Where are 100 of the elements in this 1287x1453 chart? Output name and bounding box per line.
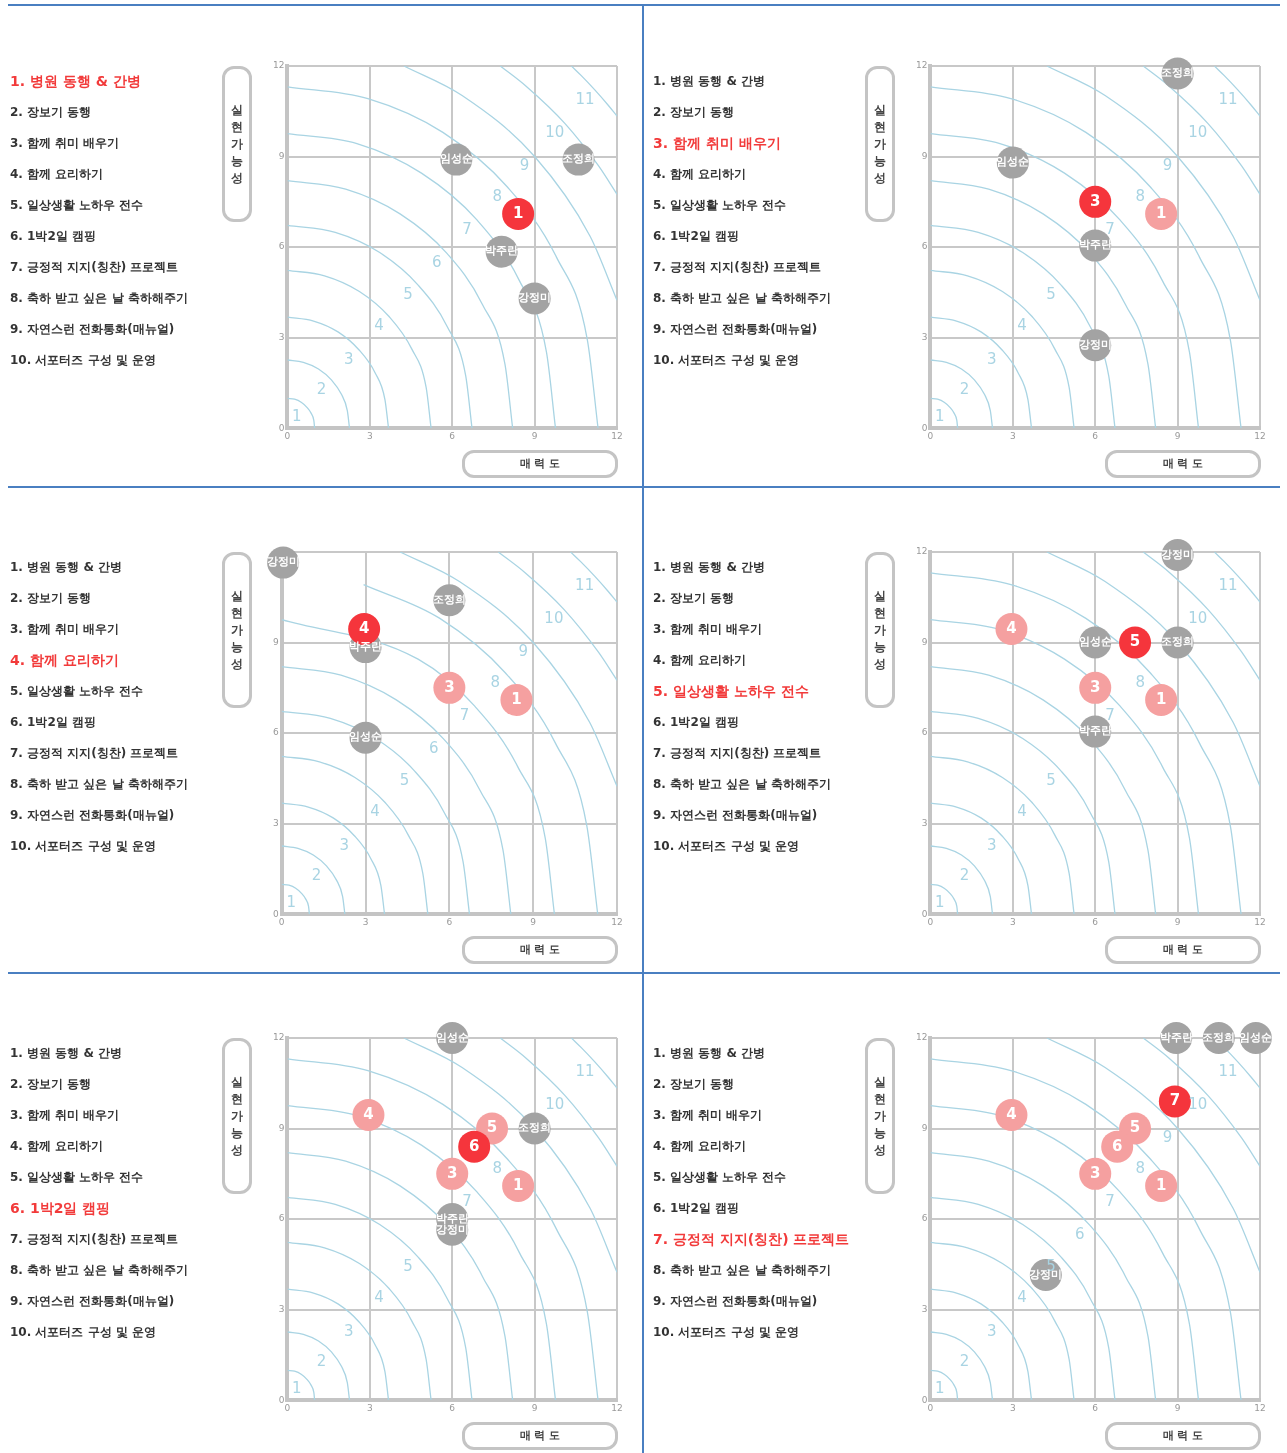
point <box>500 683 533 716</box>
annotation: 임성순 <box>1078 635 1112 649</box>
annotation: 박주란 <box>1078 238 1112 252</box>
text: 1. 병원 동행 & 간병 <box>10 72 142 91</box>
annotation: 박주란 <box>1078 724 1112 738</box>
y-tick-label: 6 <box>921 1213 928 1224</box>
series-label: 7 <box>462 219 472 238</box>
text: 10. 서포터즈 구성 및 운영 <box>653 838 800 855</box>
text: 5. 일상생활 노하우 전수 <box>653 1169 788 1186</box>
x-tick-label: 6 <box>446 916 453 927</box>
annotation: 5 <box>486 1118 498 1137</box>
x-tick-label: 9 <box>1174 1402 1181 1413</box>
series-label: 9 <box>1162 156 1173 175</box>
annotation: 1 <box>512 203 524 222</box>
line-series <box>281 666 512 915</box>
text: 2. 장보기 동행 <box>653 590 736 607</box>
x-tick-label: 3 <box>362 916 369 927</box>
line-series <box>930 572 1242 915</box>
text: 6. 1박2일 캠핑 <box>10 228 97 245</box>
series-label: 10 <box>1188 609 1208 628</box>
annotation: 강정미 <box>518 291 552 305</box>
annotation: 3 <box>1090 677 1101 696</box>
x-axis-title: 매 력 도 <box>462 1422 618 1450</box>
y-tick-label: 12 <box>916 1032 928 1043</box>
annotation: 임성순 <box>1239 1030 1273 1044</box>
series-label: 2 <box>959 865 970 884</box>
text: 4. 함께 요리하기 <box>10 1138 105 1155</box>
line-series <box>499 66 617 195</box>
line-series <box>930 1288 1033 1401</box>
line-series <box>930 269 1075 429</box>
series-label: 8 <box>1135 186 1145 205</box>
series-label: 11 <box>1218 576 1238 595</box>
series-label: 2 <box>316 379 327 398</box>
y-axis-title: 실현가능성 <box>230 1073 244 1159</box>
text: 9. 자연스런 전화통화(매뉴얼) <box>10 807 176 824</box>
line-series <box>569 552 617 603</box>
y-tick-label: 3 <box>921 817 928 828</box>
annotation: 박주란 <box>1159 1030 1193 1044</box>
line-series <box>930 1152 1157 1401</box>
line-series <box>930 86 1242 429</box>
text: 4. 함께 요리하기 <box>10 166 105 183</box>
series-label: 4 <box>1017 1288 1027 1307</box>
y-axis-title: 실현가능성 <box>873 1073 887 1159</box>
line-series <box>930 1241 1075 1401</box>
line-series <box>281 883 311 915</box>
series-label: 11 <box>1218 1062 1238 1081</box>
series-label: 5 <box>403 284 413 303</box>
series-label: 10 <box>1188 123 1208 142</box>
x-tick-label: 9 <box>1174 430 1181 441</box>
series-label: 2 <box>959 1351 970 1370</box>
annotation: 박주란 <box>349 639 383 653</box>
text: 3. 함께 취미 배우기 <box>10 1107 121 1124</box>
series-label: 10 <box>545 123 565 142</box>
annotation: 임성순 <box>349 730 383 744</box>
line-series <box>287 1058 599 1401</box>
x-axis-title: 매 력 도 <box>462 936 618 964</box>
series-label: 4 <box>1017 316 1027 335</box>
point <box>1079 1157 1112 1190</box>
text: 3. 함께 취미 배우기 <box>653 134 782 153</box>
annotation: 조정희 <box>518 1121 552 1135</box>
text: 6. 1박2일 캠핑 <box>10 1199 112 1218</box>
y-tick-label: 3 <box>278 331 285 342</box>
text: 9. 자연스런 전화통화(매뉴얼) <box>10 1293 176 1310</box>
x-tick-label: 6 <box>449 430 456 441</box>
y-tick-label: 9 <box>278 1122 285 1133</box>
text: 5. 일상생활 노하우 전수 <box>10 1169 145 1186</box>
line-series <box>287 316 390 429</box>
text: 2. 장보기 동행 <box>10 104 93 121</box>
text: 7. 긍정적 지지(칭찬) 프로젝트 <box>10 745 180 762</box>
text: 8. 축하 받고 싶은 날 축하해주기 <box>10 776 189 793</box>
series-label: 1 <box>934 406 945 425</box>
y-tick-label: 6 <box>272 727 279 738</box>
line-series <box>930 397 959 429</box>
line-series <box>287 1288 390 1401</box>
series-label: 10 <box>545 1095 565 1114</box>
text: 4. 함께 요리하기 <box>653 652 748 669</box>
series-label: 8 <box>490 672 501 691</box>
y-tick-label: 0 <box>272 908 279 919</box>
text: 10. 서포터즈 구성 및 운영 <box>10 1324 157 1341</box>
y-axis-title: 실현가능성 <box>230 587 244 673</box>
x-tick-label: 6 <box>1092 1402 1099 1413</box>
line-series <box>570 66 617 117</box>
series-label: 8 <box>492 1158 502 1177</box>
series-label: 4 <box>374 316 384 335</box>
text: 7. 긍정적 지지(칭찬) 프로젝트 <box>10 259 180 276</box>
text: 6. 1박2일 캠핑 <box>10 714 97 731</box>
series-label: 9 <box>518 642 528 661</box>
annotation: 1 <box>1155 689 1167 708</box>
y-tick-label: 0 <box>278 422 285 433</box>
annotation: 1 <box>511 689 522 708</box>
annotation: 3 <box>1090 1163 1101 1182</box>
y-tick-label: 3 <box>921 1303 928 1314</box>
series-label: 3 <box>339 835 350 854</box>
line-series <box>399 552 617 787</box>
line-series <box>497 552 617 681</box>
text: 9. 자연스런 전화통화(매뉴얼) <box>10 321 176 338</box>
line-series <box>287 1152 514 1401</box>
annotation: 조정희 <box>1161 635 1195 649</box>
text: 2. 장보기 동행 <box>10 1076 93 1093</box>
annotation: 1 <box>1155 1175 1167 1194</box>
